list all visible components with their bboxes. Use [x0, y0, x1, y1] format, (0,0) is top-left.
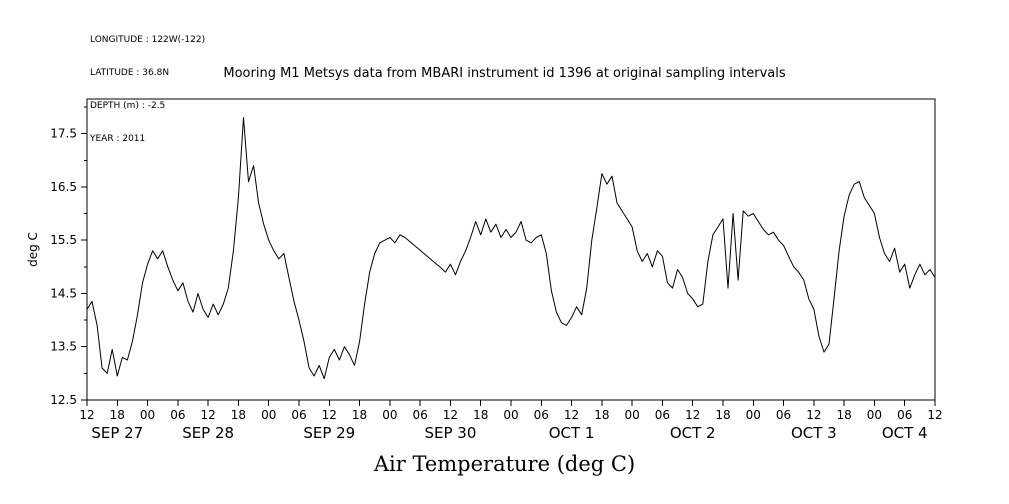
x-tick-label: 06: [534, 408, 549, 422]
x-date-label: SEP 27: [91, 424, 143, 442]
x-tick-label: 00: [382, 408, 397, 422]
x-tick-label: 06: [413, 408, 428, 422]
x-tick-label: 12: [322, 408, 337, 422]
x-tick-label: 06: [655, 408, 670, 422]
x-date-label: SEP 30: [424, 424, 476, 442]
x-tick-label: 00: [867, 408, 882, 422]
x-axis-title: Air Temperature (deg C): [373, 452, 636, 476]
metadata-longitude: LONGITUDE : 122W(-122): [90, 35, 206, 45]
x-tick-label: 12: [806, 408, 821, 422]
x-tick-label: 12: [443, 408, 458, 422]
x-tick-label: 06: [897, 408, 912, 422]
x-tick-label: 12: [685, 408, 700, 422]
temperature-series-line: [86, 117, 936, 380]
x-tick-label: 12: [201, 408, 216, 422]
x-tick-label: 00: [140, 408, 155, 422]
x-date-label: OCT 2: [670, 424, 716, 442]
x-date-label: OCT 1: [549, 424, 595, 442]
x-tick-label: 00: [261, 408, 276, 422]
x-tick-label: 18: [352, 408, 367, 422]
x-tick-label: 18: [837, 408, 852, 422]
y-tick-label: 14.5: [50, 286, 77, 300]
metadata-depth: DEPTH (m) : -2.5: [90, 101, 166, 111]
x-date-label: OCT 4: [882, 424, 928, 442]
y-tick-label: 13.5: [50, 340, 77, 354]
y-tick-label: 17.5: [50, 127, 77, 141]
x-date-label: OCT 3: [791, 424, 837, 442]
y-axis-title: deg C: [26, 232, 40, 267]
x-tick-label: 18: [110, 408, 125, 422]
x-tick-label: 12: [564, 408, 579, 422]
station-metadata: LONGITUDE : 122W(-122) LATITUDE : 36.8N …: [90, 13, 205, 167]
x-date-label: SEP 29: [303, 424, 355, 442]
metadata-latitude: LATITUDE : 36.8N: [90, 68, 170, 78]
x-tick-label: 00: [503, 408, 518, 422]
y-tick-label: 16.5: [50, 180, 77, 194]
x-tick-label: 18: [715, 408, 730, 422]
x-date-label: SEP 28: [182, 424, 234, 442]
y-tick-label: 15.5: [50, 233, 77, 247]
x-tick-label: 06: [776, 408, 791, 422]
plot-frame: [86, 98, 936, 401]
x-tick-label: 18: [473, 408, 488, 422]
x-tick-label: 06: [291, 408, 306, 422]
chart-title: Mooring M1 Metsys data from MBARI instru…: [223, 66, 786, 81]
x-tick-label: 00: [625, 408, 640, 422]
x-tick-label: 12: [927, 408, 942, 422]
metadata-year: YEAR : 2011: [90, 134, 146, 144]
x-tick-label: 06: [170, 408, 185, 422]
x-tick-label: 12: [79, 408, 94, 422]
y-tick-label: 12.5: [50, 393, 77, 407]
x-tick-label: 18: [231, 408, 246, 422]
x-tick-label: 18: [594, 408, 609, 422]
x-tick-label: 00: [746, 408, 761, 422]
